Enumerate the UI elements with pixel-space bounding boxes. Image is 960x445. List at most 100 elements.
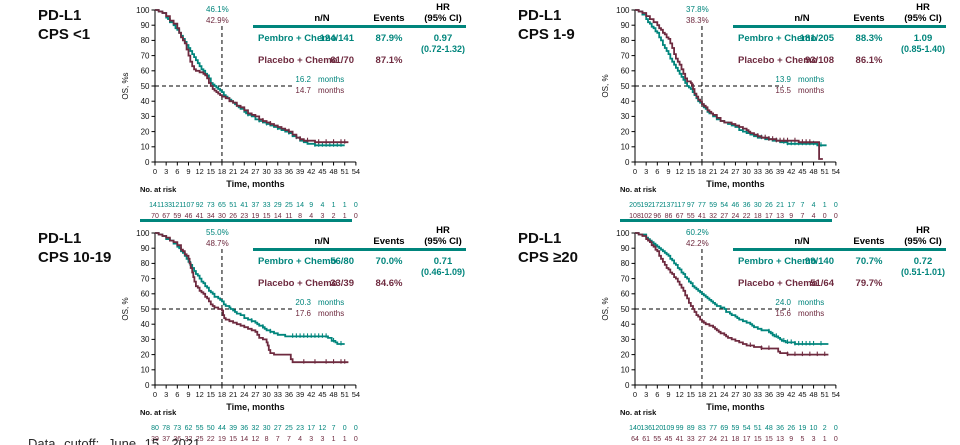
at-risk-pembro: 69 bbox=[720, 425, 728, 432]
at-risk-placebo: 18 bbox=[732, 436, 740, 443]
col-header-events: Events bbox=[373, 236, 405, 247]
x-tick-label: 6 bbox=[175, 167, 179, 176]
y-tick-label: 90 bbox=[621, 21, 630, 30]
at-risk-pembro: 4 bbox=[812, 202, 816, 209]
at-risk-pembro: 51 bbox=[754, 425, 762, 432]
col-header-hr: HR (95% CI) bbox=[904, 225, 942, 247]
at-risk-pembro: 30 bbox=[754, 202, 762, 209]
x-tick-label: 36 bbox=[765, 390, 773, 399]
at-risk-pembro: 205 bbox=[629, 202, 641, 209]
at-risk-placebo: 17 bbox=[765, 213, 773, 220]
at-risk-pembro: 17 bbox=[787, 202, 795, 209]
at-risk-pembro: 44 bbox=[218, 425, 226, 432]
at-risk-pembro: 73 bbox=[173, 425, 181, 432]
x-tick-label: 39 bbox=[296, 167, 304, 176]
y-tick-label: 70 bbox=[621, 274, 630, 283]
x-tick-label: 27 bbox=[251, 167, 259, 176]
table-row-pembro: Pembro + Chemo 124/141 87.9% 0.97 (0.72-1… bbox=[258, 33, 466, 54]
at-risk-placebo: 25 bbox=[196, 436, 204, 443]
at-risk-pembro: 192 bbox=[640, 202, 652, 209]
x-tick-label: 21 bbox=[229, 167, 237, 176]
at-risk-label: No. at risk bbox=[140, 408, 177, 417]
x-tick-label: 24 bbox=[720, 167, 728, 176]
x-tick-label: 45 bbox=[798, 167, 806, 176]
col-header-nN: n/N bbox=[314, 13, 330, 24]
landmark-rates: 60.2% 42.2% bbox=[686, 227, 709, 249]
y-tick-label: 70 bbox=[621, 51, 630, 60]
y-tick-label: 80 bbox=[141, 259, 150, 268]
at-risk-placebo: 37 bbox=[162, 436, 170, 443]
at-risk-placebo: 102 bbox=[640, 213, 652, 220]
at-risk-placebo: 15 bbox=[754, 436, 762, 443]
table-rule bbox=[253, 25, 466, 28]
col-header-hr: HR (95% CI) bbox=[424, 2, 462, 24]
summary-table: n/N Events HR (95% CI) Pembro + Chemo 12… bbox=[250, 0, 478, 80]
x-tick-label: 39 bbox=[776, 390, 784, 399]
at-risk-pembro: 77 bbox=[709, 425, 717, 432]
x-tick-label: 45 bbox=[318, 390, 326, 399]
x-tick-label: 51 bbox=[821, 390, 829, 399]
x-tick-label: 45 bbox=[318, 167, 326, 176]
at-risk-placebo: 19 bbox=[252, 213, 260, 220]
median-os: 24.0 months 15.6 months bbox=[773, 297, 824, 319]
y-tick-label: 0 bbox=[145, 381, 150, 390]
at-risk-placebo: 32 bbox=[709, 213, 717, 220]
x-tick-label: 21 bbox=[709, 390, 717, 399]
at-risk-placebo: 32 bbox=[185, 436, 193, 443]
at-risk-pembro: 27 bbox=[274, 425, 282, 432]
at-risk-pembro: 2 bbox=[823, 425, 827, 432]
at-risk-placebo: 41 bbox=[676, 436, 684, 443]
at-risk-placebo: 34 bbox=[207, 213, 215, 220]
at-risk-pembro: 62 bbox=[185, 425, 193, 432]
x-tick-label: 12 bbox=[675, 390, 683, 399]
y-tick-label: 20 bbox=[141, 350, 150, 359]
at-risk-pembro: 99 bbox=[676, 425, 684, 432]
x-tick-label: 24 bbox=[240, 167, 248, 176]
at-risk-pembro: 26 bbox=[765, 202, 773, 209]
at-risk-pembro: 17 bbox=[307, 425, 315, 432]
x-tick-label: 45 bbox=[798, 390, 806, 399]
at-risk-pembro: 7 bbox=[800, 202, 804, 209]
at-risk-pembro: 59 bbox=[709, 202, 717, 209]
at-risk-placebo: 33 bbox=[687, 436, 695, 443]
at-risk-pembro: 41 bbox=[240, 202, 248, 209]
x-tick-label: 3 bbox=[644, 167, 648, 176]
x-tick-label: 33 bbox=[274, 167, 282, 176]
y-tick-label: 60 bbox=[621, 290, 630, 299]
x-tick-label: 9 bbox=[666, 167, 670, 176]
x-tick-label: 36 bbox=[765, 167, 773, 176]
at-risk-placebo: 30 bbox=[218, 213, 226, 220]
at-risk-pembro: 83 bbox=[698, 425, 706, 432]
x-tick-label: 54 bbox=[832, 167, 840, 176]
at-risk-placebo: 0 bbox=[834, 436, 838, 443]
landmark-placebo: 42.9% bbox=[206, 16, 229, 25]
x-tick-label: 21 bbox=[229, 390, 237, 399]
col-header-nN: n/N bbox=[314, 236, 330, 247]
at-risk-placebo: 11 bbox=[285, 213, 292, 220]
at-risk-placebo: 7 bbox=[287, 436, 291, 443]
table-row-pembro: Pembro + Chemo 99/140 70.7% 0.72 (0.51-1.… bbox=[738, 256, 946, 277]
x-tick-label: 42 bbox=[787, 390, 795, 399]
x-axis-label: Time, months bbox=[706, 402, 764, 412]
panel-title-line2: CPS 1-9 bbox=[518, 26, 575, 43]
x-tick-label: 27 bbox=[731, 167, 739, 176]
median-os: 20.3 months 17.6 months bbox=[293, 297, 344, 319]
at-risk-placebo: 64 bbox=[631, 436, 639, 443]
at-risk-pembro: 36 bbox=[240, 425, 248, 432]
at-risk-placebo: 24 bbox=[732, 213, 740, 220]
x-tick-label: 33 bbox=[274, 390, 282, 399]
y-tick-label: 80 bbox=[621, 259, 630, 268]
y-tick-label: 40 bbox=[621, 320, 630, 329]
panel-cps-1-9: PD-L1 CPS 1-9 0 10 20 30 40 50 60 70 80 90 100 OS, … bbox=[480, 0, 960, 222]
at-risk-pembro: 77 bbox=[698, 202, 706, 209]
at-risk-pembro: 32 bbox=[252, 425, 260, 432]
summary-table: n/N Events HR (95% CI) Pembro + Chemo 99… bbox=[730, 223, 958, 303]
x-tick-label: 18 bbox=[698, 390, 706, 399]
y-tick-label: 70 bbox=[141, 51, 150, 60]
median-placebo: 15.6 months bbox=[775, 309, 825, 318]
at-risk-placebo: 70 bbox=[151, 213, 159, 220]
at-risk-pembro: 0 bbox=[354, 202, 358, 209]
